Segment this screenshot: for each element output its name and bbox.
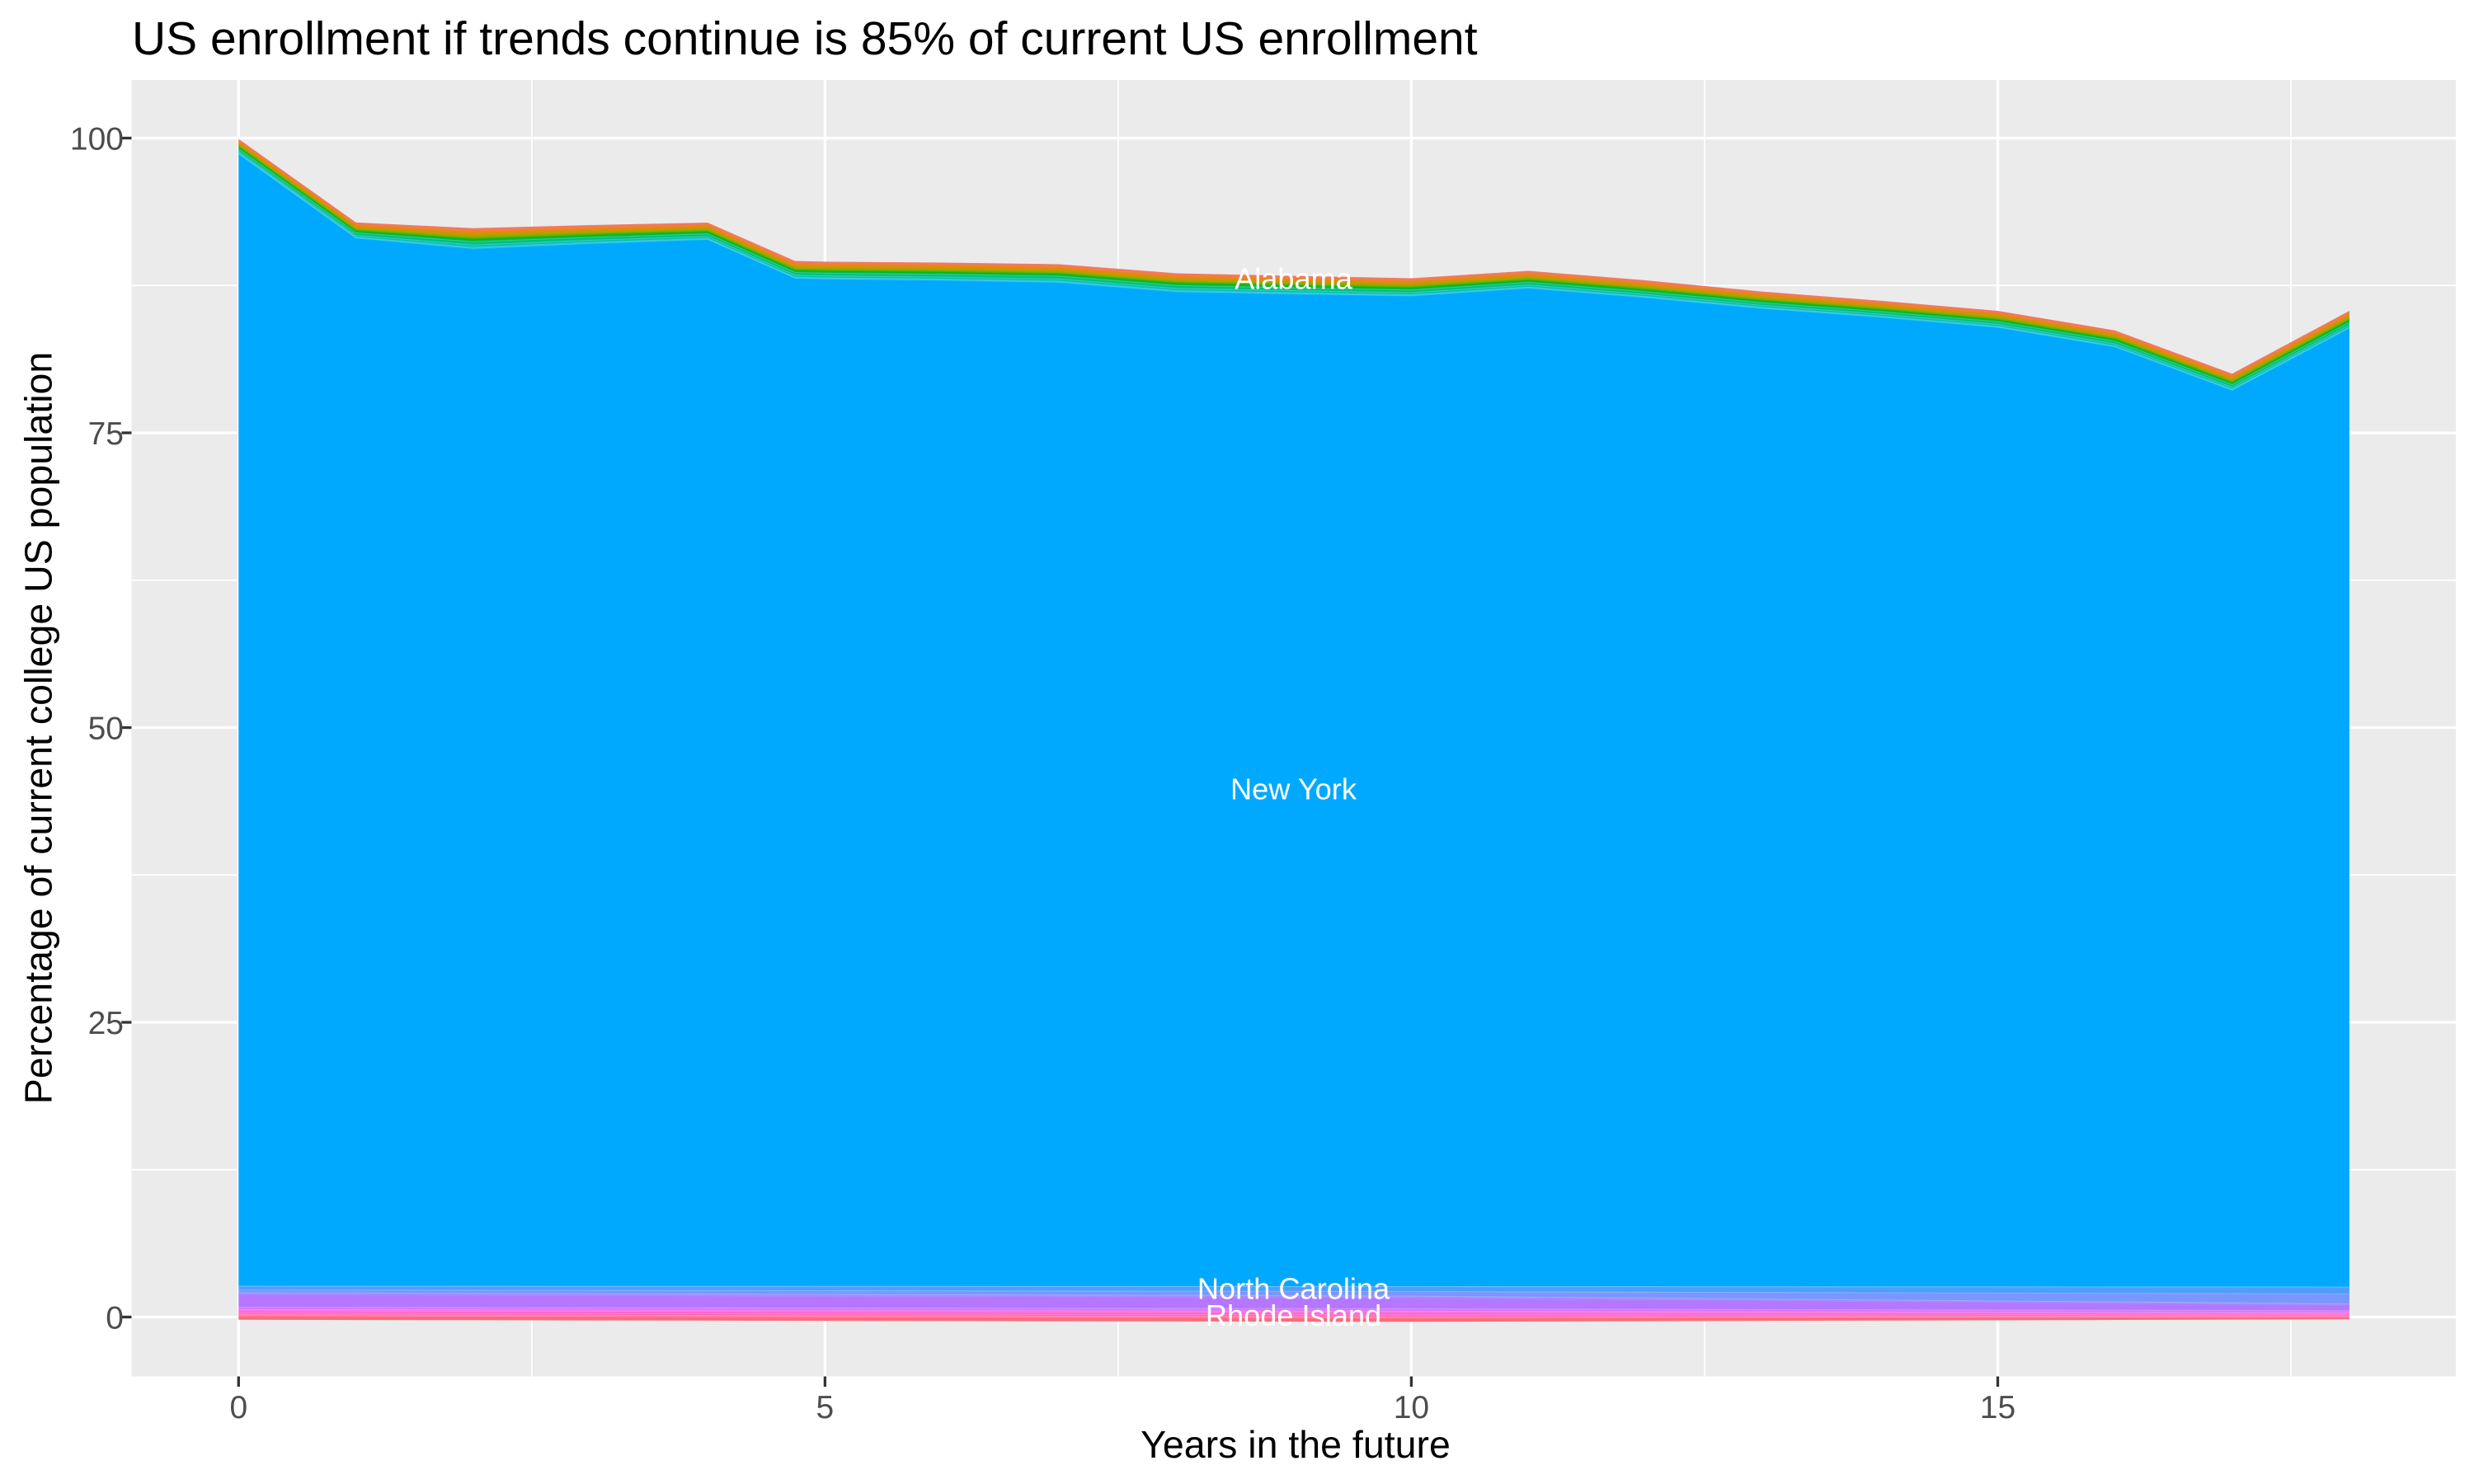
- svg-text:Rhode Island: Rhode Island: [1206, 1298, 1381, 1332]
- svg-text:North Carolina: North Carolina: [1197, 1271, 1390, 1305]
- svg-text:Alabama: Alabama: [1235, 261, 1353, 295]
- svg-text:25: 25: [88, 1006, 124, 1041]
- svg-text:15: 15: [1980, 1390, 2015, 1425]
- svg-text:75: 75: [88, 416, 124, 452]
- svg-text:0: 0: [106, 1301, 124, 1336]
- svg-text:US enrollment if trends contin: US enrollment if trends continue is 85% …: [132, 12, 1478, 65]
- svg-text:5: 5: [816, 1390, 835, 1425]
- svg-text:Percentage of current college: Percentage of current college US populat…: [17, 352, 60, 1105]
- svg-text:Years in the future: Years in the future: [1141, 1423, 1451, 1466]
- svg-text:New York: New York: [1230, 772, 1357, 805]
- svg-text:0: 0: [229, 1390, 247, 1425]
- svg-text:10: 10: [1394, 1390, 1429, 1425]
- svg-text:50: 50: [88, 711, 124, 747]
- svg-text:100: 100: [70, 122, 124, 157]
